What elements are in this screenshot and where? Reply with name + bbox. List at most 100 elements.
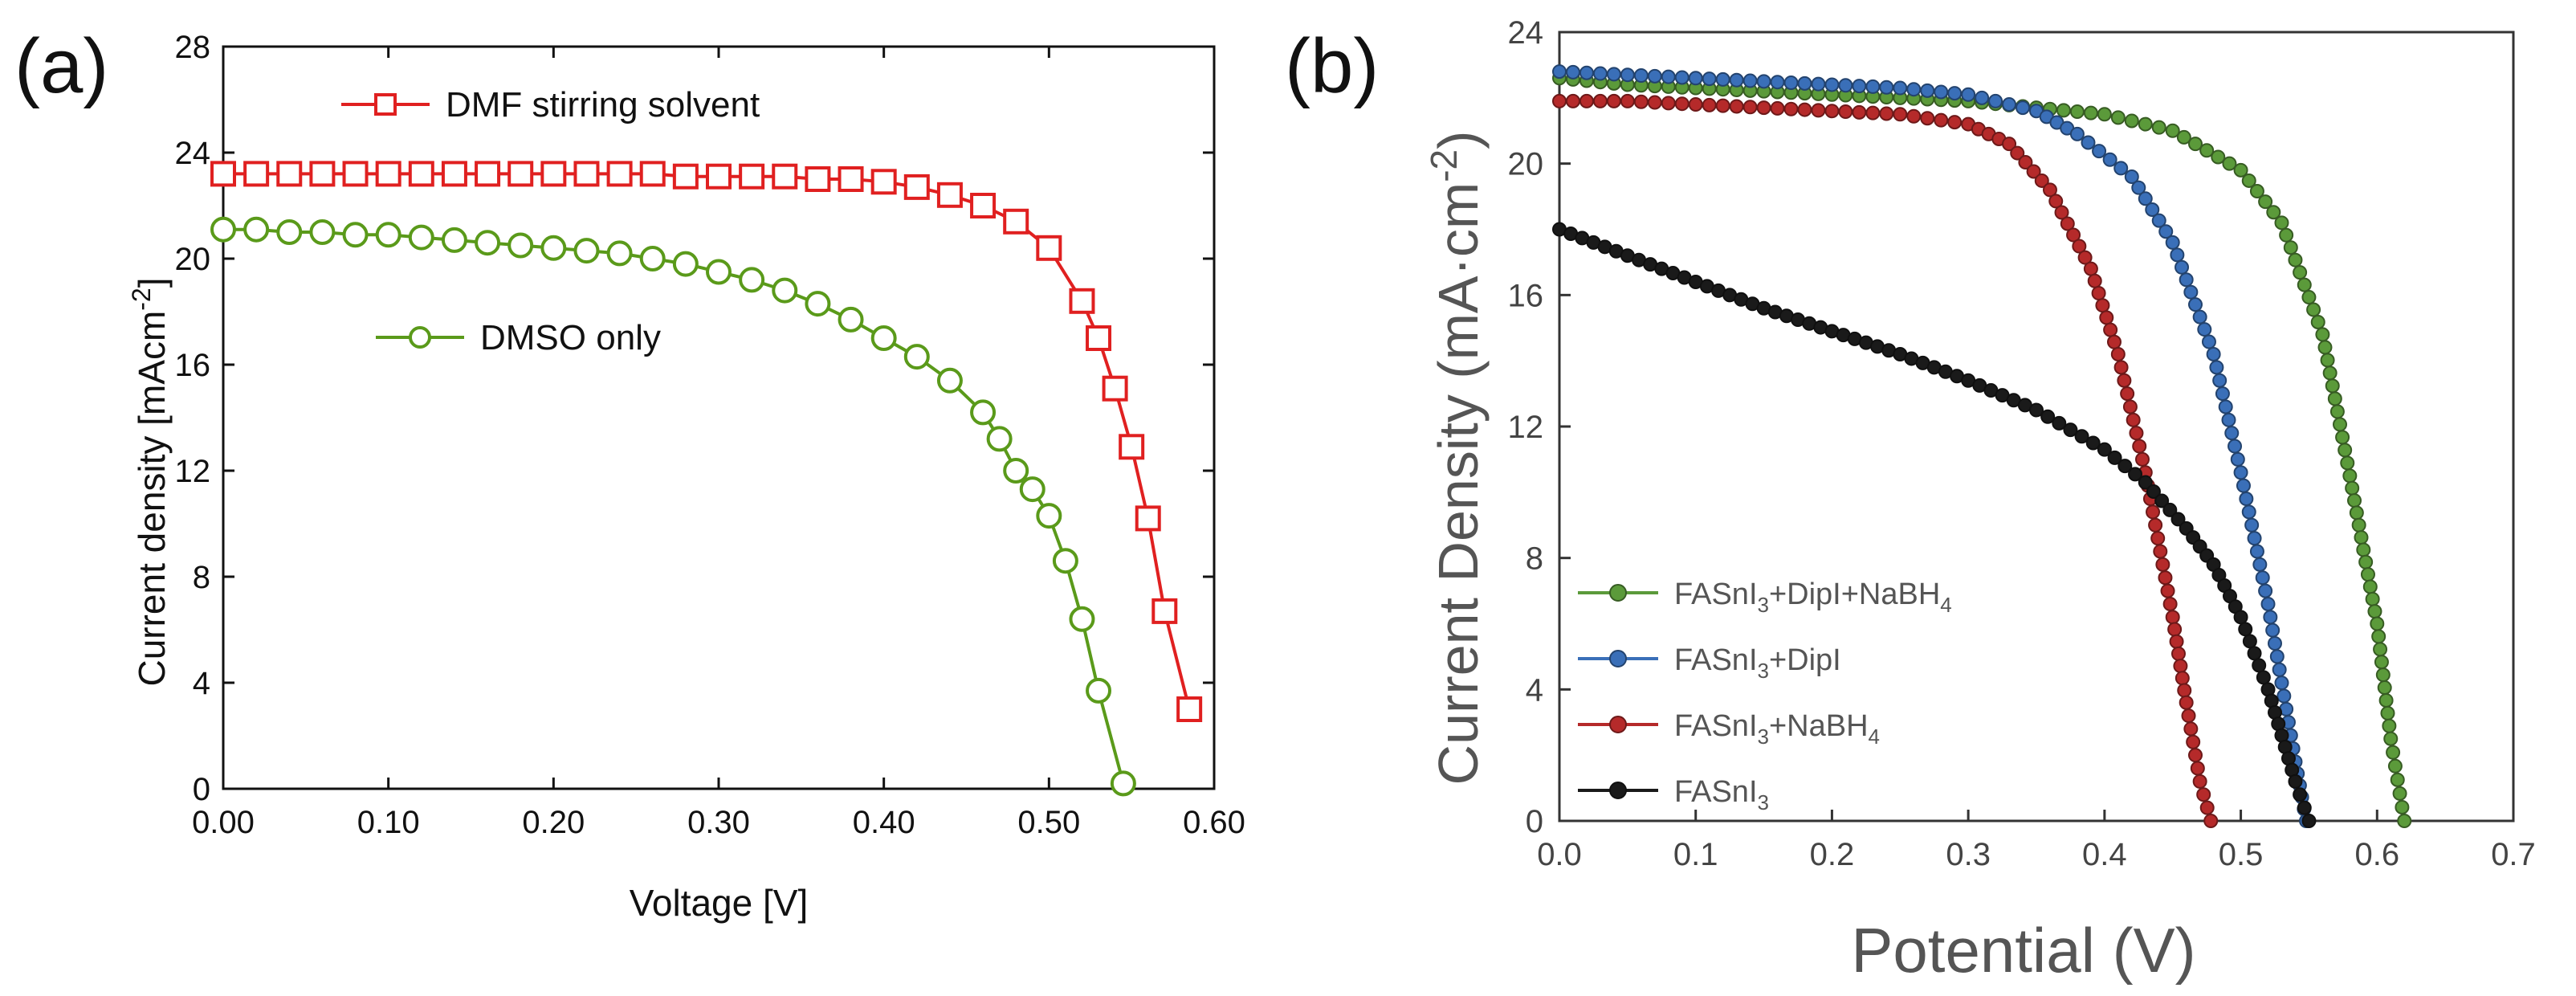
data-point [2258, 194, 2273, 210]
data-point [2256, 670, 2271, 685]
data-point [2192, 309, 2207, 325]
data-point [1003, 208, 1029, 235]
data-point [2124, 113, 2139, 129]
data-point [2170, 512, 2186, 527]
data-point [2252, 557, 2268, 572]
data-point [2230, 451, 2245, 467]
y-tick-label: 0 [193, 772, 210, 807]
data-point [986, 426, 1013, 452]
data-point [243, 216, 270, 243]
data-point [2034, 173, 2049, 188]
x-tick-label: 0.1 [1673, 837, 1718, 872]
data-point [2002, 97, 2017, 112]
legend-marker [374, 93, 397, 116]
data-point [1036, 235, 1062, 261]
data-point [2196, 787, 2211, 802]
data-point [2288, 252, 2303, 267]
data-point [2345, 480, 2360, 496]
data-point [1552, 93, 1567, 108]
data-point [2169, 634, 2184, 649]
data-point [1783, 101, 1799, 116]
data-point [1688, 97, 1703, 112]
data-point [2103, 322, 2118, 337]
data-point [2373, 642, 2388, 657]
data-point [2382, 718, 2397, 733]
data-point [2129, 426, 2144, 441]
data-point [1674, 96, 1689, 112]
data-point [2268, 636, 2282, 651]
data-point [1865, 79, 1881, 94]
data-point [2175, 671, 2190, 686]
data-point [1852, 104, 1867, 120]
data-point [2054, 205, 2069, 220]
data-point [1906, 82, 1922, 97]
data-point [2371, 629, 2386, 644]
x-tick-label: 0.2 [1810, 837, 1855, 872]
x-tick-label: 0.5 [2219, 837, 2264, 872]
legend-entry-b: FASnI3+DipI+NaBH4 [1578, 578, 1952, 617]
data-point [2265, 622, 2280, 638]
data-point [2026, 164, 2041, 179]
data-point [2211, 149, 2226, 165]
data-point [2247, 531, 2262, 546]
y-tick-label: 4 [1526, 672, 1543, 708]
data-point [375, 161, 401, 187]
data-point [2122, 399, 2138, 414]
data-point [1019, 476, 1045, 503]
data-point [2349, 505, 2364, 520]
data-point [2128, 467, 2143, 482]
data-point [2263, 610, 2278, 625]
data-point [2146, 484, 2161, 500]
data-point [2131, 180, 2146, 195]
data-point [1119, 434, 1145, 460]
data-point [342, 222, 369, 248]
data-point [838, 306, 864, 333]
data-point [1552, 64, 1567, 80]
data-point [2356, 542, 2371, 557]
x-tick-label: 0.0 [1537, 837, 1582, 872]
data-point [1756, 74, 1771, 89]
legend-entry-a: DMF stirring solvent [341, 85, 760, 124]
data-point [2138, 475, 2153, 490]
data-point [1579, 93, 1594, 108]
data-point [2197, 322, 2212, 337]
x-tick-label: 0.50 [1017, 805, 1080, 840]
data-point [2160, 583, 2175, 598]
data-point [2148, 517, 2163, 533]
data-point [1838, 104, 1853, 120]
legend-entry-b: FASnI3+DipI [1578, 643, 1841, 683]
data-point [2175, 259, 2190, 275]
data-point [838, 166, 864, 192]
data-point [1934, 84, 1949, 100]
data-point [2327, 391, 2342, 406]
y-tick-label: 0 [1526, 804, 1543, 839]
data-point [2362, 579, 2378, 594]
data-point [2120, 386, 2135, 402]
data-point [2228, 439, 2243, 454]
data-point [1797, 102, 1812, 117]
data-point [1756, 100, 1771, 116]
data-point [210, 216, 236, 243]
data-point [1151, 598, 1178, 624]
data-point [2110, 110, 2126, 125]
data-point [1934, 112, 1949, 128]
data-point [706, 259, 732, 285]
data-point [1592, 93, 1608, 108]
data-point [2165, 235, 2180, 250]
data-point [2110, 346, 2126, 361]
data-point [2266, 205, 2281, 220]
data-point [507, 232, 534, 259]
data-point [903, 344, 930, 370]
legend-entry-a: DMSO only [376, 318, 661, 357]
data-point [1647, 68, 1662, 84]
data-point [2370, 616, 2385, 631]
data-point [1606, 93, 1621, 108]
data-point [1893, 80, 1908, 96]
data-point [2016, 100, 2031, 116]
data-point [1135, 505, 1161, 532]
data-point [1947, 115, 1963, 130]
data-point [2209, 360, 2224, 375]
data-point [475, 161, 501, 187]
x-axis-label-a: Voltage [V] [630, 882, 809, 924]
data-point [1110, 770, 1136, 797]
